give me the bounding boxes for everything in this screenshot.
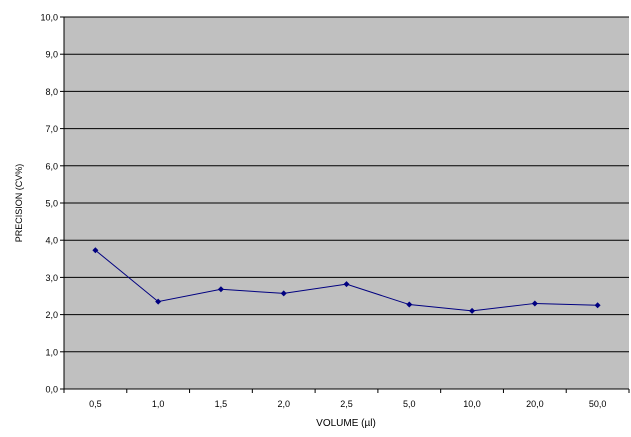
- y-tick-label: 2,0: [45, 310, 58, 320]
- data-point: [469, 307, 476, 314]
- x-axis-label: VOLUME (µl): [316, 418, 376, 429]
- x-tick-label: 0,5: [89, 399, 102, 409]
- y-tick-label: 5,0: [45, 199, 58, 209]
- data-point: [406, 301, 413, 308]
- y-tick-label: 10,0: [40, 13, 58, 23]
- data-point: [594, 302, 601, 309]
- data-point: [343, 281, 350, 288]
- y-tick-label: 9,0: [45, 50, 58, 60]
- y-tick-label: 4,0: [45, 236, 58, 246]
- x-tick-label: 2,5: [340, 399, 353, 409]
- data-point: [92, 247, 99, 254]
- y-tick-label: 8,0: [45, 87, 58, 97]
- x-tick-label: 1,0: [152, 399, 165, 409]
- y-tick-labels: 0,0 1,0 2,0 3,0 4,0 5,0 6,0 7,0 8,0 9,0 10,0: [40, 13, 58, 395]
- y-tick-label: 0,0: [45, 385, 58, 395]
- x-tick-label: 20,0: [526, 399, 544, 409]
- y-tick-label: 3,0: [45, 273, 58, 283]
- x-tick-label: 2,0: [277, 399, 290, 409]
- x-tick-label: 50,0: [589, 399, 607, 409]
- gridlines: [64, 16, 629, 353]
- axes: [60, 16, 630, 393]
- y-axis-label: PRECISION (CV%): [14, 164, 24, 243]
- y-tick-label: 1,0: [45, 347, 58, 357]
- x-tick-label: 10,0: [463, 399, 481, 409]
- data-point: [280, 290, 287, 297]
- series-layer: [92, 247, 601, 314]
- y-tick-label: 6,0: [45, 161, 58, 171]
- data-point: [531, 300, 538, 307]
- data-point: [155, 298, 162, 305]
- x-tick-label: 5,0: [403, 399, 416, 409]
- x-tick-labels: 0,5 1,0 1,5 2,0 2,5 5,0 10,0 20,0 50,0: [89, 399, 606, 409]
- data-point: [217, 286, 224, 293]
- y-tick-label: 7,0: [45, 124, 58, 134]
- x-tick-label: 1,5: [215, 399, 228, 409]
